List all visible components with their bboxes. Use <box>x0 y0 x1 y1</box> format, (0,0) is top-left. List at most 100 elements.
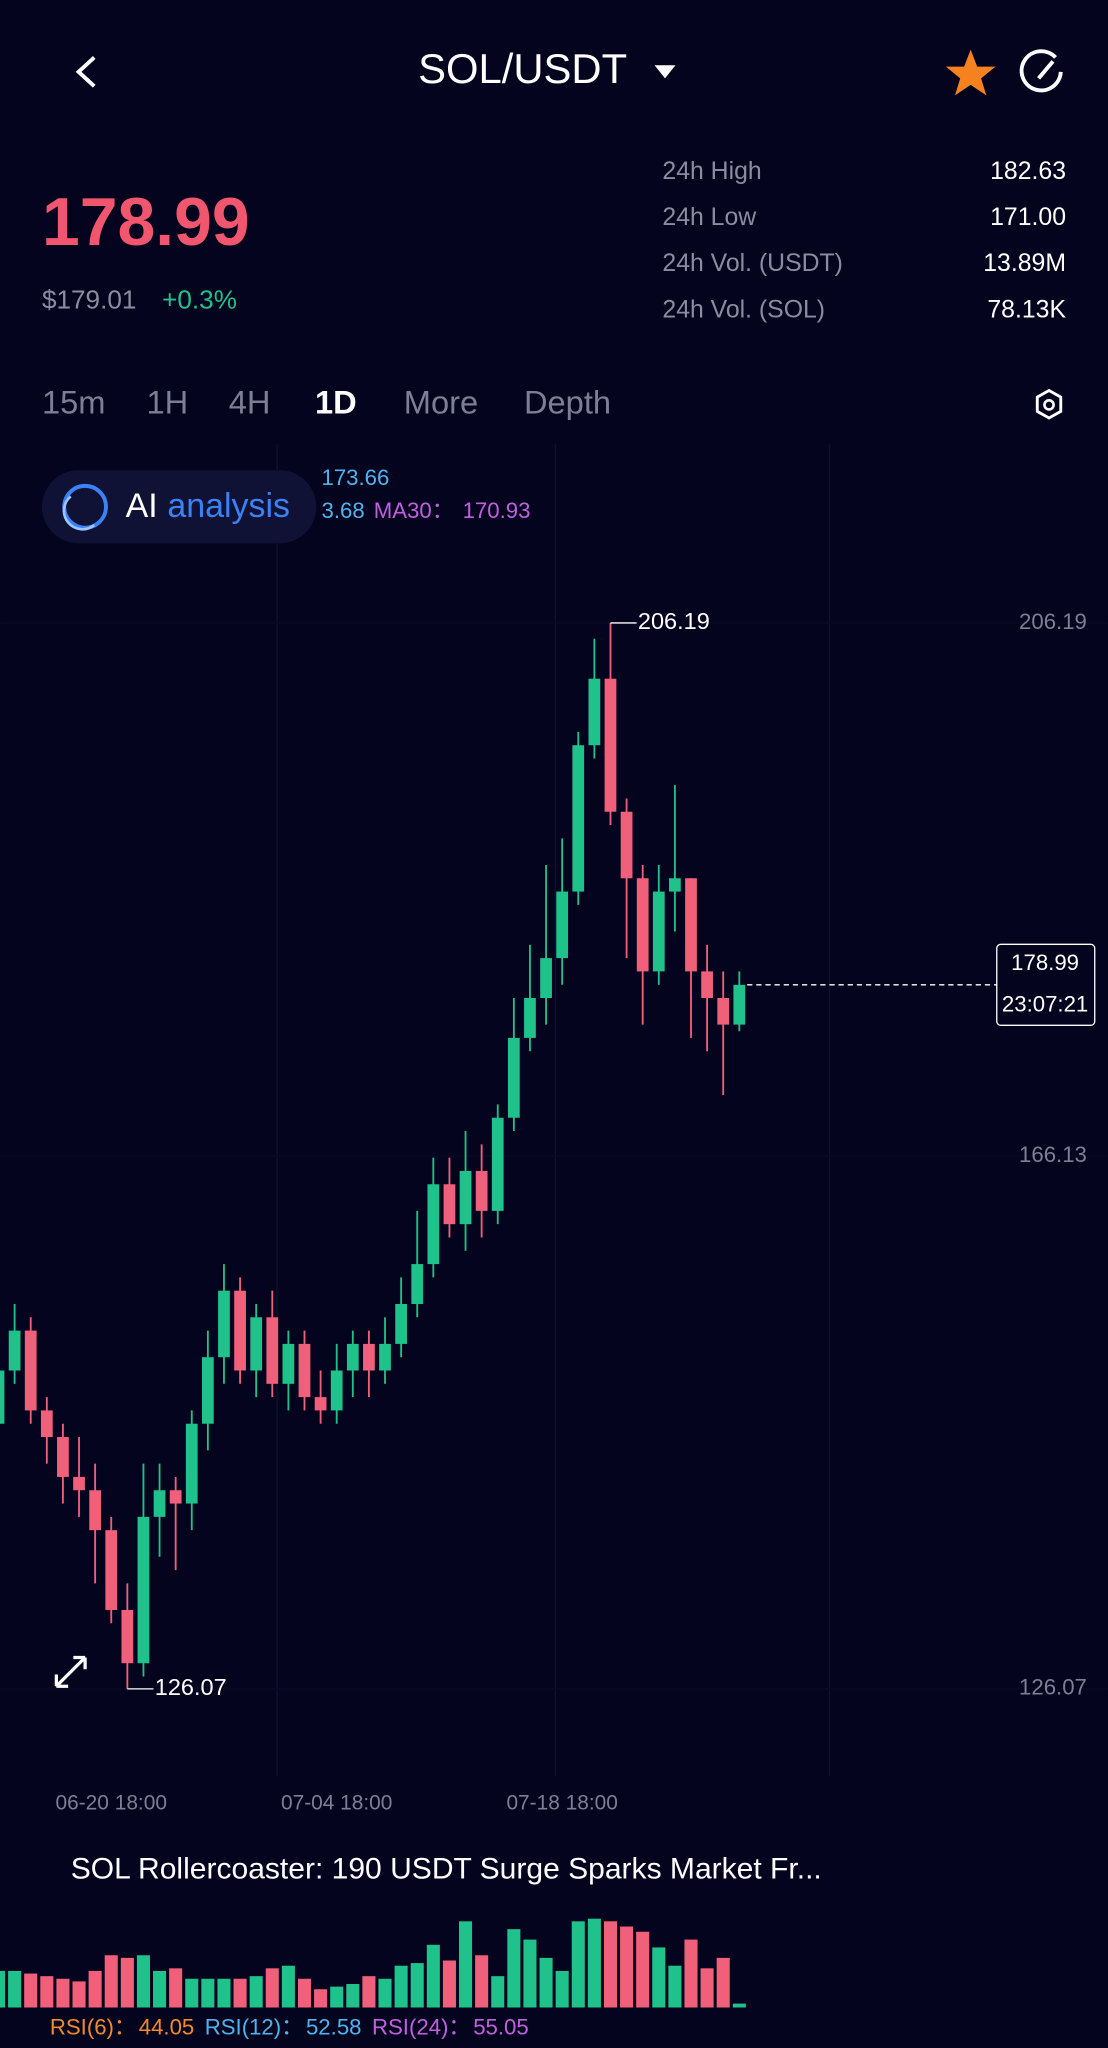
candle-body <box>556 891 569 959</box>
candle-body <box>652 891 665 972</box>
candle-body <box>572 745 585 892</box>
expand-button[interactable] <box>54 1655 87 1688</box>
pair-title[interactable]: SOL/USDT <box>418 45 627 92</box>
volume-bar <box>233 1978 247 2008</box>
ma-legend: MA30： <box>374 498 454 523</box>
candle-body <box>346 1343 359 1371</box>
candle-body <box>137 1516 150 1664</box>
volume-bar <box>475 1955 489 2008</box>
candle-body <box>475 1170 488 1211</box>
candle-body <box>491 1117 504 1211</box>
stat-value: 182.63 <box>990 158 1066 185</box>
stat-value: 171.00 <box>990 204 1066 231</box>
volume-bar <box>716 1957 730 2008</box>
candle-body <box>588 678 601 746</box>
timeframe-tab[interactable]: 1D <box>315 384 357 421</box>
volume-bar <box>88 1970 102 2008</box>
volume-bar <box>169 1968 183 2008</box>
volume-bar <box>136 1955 150 2008</box>
candle-body <box>282 1343 295 1384</box>
low-label: 126.07 <box>155 1674 227 1700</box>
candle-body <box>8 1330 21 1371</box>
x-tick-label: 06-20 18:00 <box>56 1791 167 1814</box>
favorite-star[interactable] <box>945 49 996 96</box>
usd-price: $179.01 <box>42 285 136 315</box>
ai-label: analysis <box>167 487 290 525</box>
timeframe-tab[interactable]: 4H <box>229 384 271 421</box>
volume-bar <box>217 1978 231 2008</box>
candle-body <box>0 1370 5 1424</box>
settings-icon <box>1043 399 1055 411</box>
candle-body <box>443 1184 456 1225</box>
ma-legend: 3.68 <box>322 498 365 523</box>
candle-body <box>89 1490 102 1531</box>
candle-body <box>507 1037 520 1118</box>
candle-body <box>73 1476 85 1491</box>
volume-bar <box>24 1973 38 2008</box>
ai-label: AI <box>126 487 158 525</box>
y-tick-label: 166.13 <box>1019 1142 1087 1167</box>
news-headline[interactable]: SOL Rollercoaster: 190 USDT Surge Sparks… <box>71 1852 822 1885</box>
high-label: 206.19 <box>638 608 710 634</box>
candle-body <box>169 1490 182 1504</box>
y-tick-label: 126.07 <box>1019 1675 1087 1700</box>
timeframe-tab[interactable]: 1H <box>146 384 188 421</box>
candle-body <box>153 1490 166 1517</box>
pair-dropdown[interactable] <box>654 65 676 79</box>
volume-bar <box>652 1947 666 2008</box>
timeframe-tab[interactable]: 15m <box>42 384 106 421</box>
candle-body <box>459 1170 472 1225</box>
volume-bar <box>491 1976 505 2008</box>
candle-body <box>363 1343 375 1371</box>
rsi-label: RSI(24)： <box>372 2014 471 2039</box>
candle-body <box>330 1370 343 1411</box>
ai-analysis-button[interactable]: AI analysis <box>42 470 317 544</box>
candle-body <box>427 1184 440 1265</box>
volume-bar <box>668 1965 682 2008</box>
volume-bar <box>153 1970 167 2008</box>
candle-body <box>40 1410 53 1438</box>
volume-bar <box>442 1960 456 2008</box>
x-tick-label: 07-04 18:00 <box>281 1791 392 1814</box>
settings-button[interactable] <box>1035 388 1063 420</box>
refresh-icon <box>1019 49 1063 93</box>
candle-body <box>185 1423 198 1504</box>
volume-bar <box>378 1978 392 2008</box>
candle-body <box>636 878 649 972</box>
candle-body <box>314 1397 327 1411</box>
volume-bar <box>314 1989 328 2008</box>
stat-label: 24h Vol. (SOL) <box>662 296 825 323</box>
volume-bar <box>603 1921 618 2008</box>
volume-bar <box>8 1970 22 2008</box>
candle-body <box>395 1303 407 1344</box>
timeframe-tab[interactable]: Depth <box>524 384 611 421</box>
rsi-value: 52.58 <box>306 2014 362 2039</box>
refresh-button[interactable] <box>1019 49 1063 93</box>
price-tag-countdown: 23:07:21 <box>1002 992 1088 1017</box>
volume-bar <box>620 1926 634 2008</box>
ai-pill <box>42 470 317 544</box>
last-price: 178.99 <box>42 185 250 260</box>
rsi-label: RSI(12)： <box>205 2014 304 2039</box>
timeframe-tab[interactable]: More <box>404 384 478 421</box>
candle-body <box>266 1317 279 1384</box>
volume-bar <box>684 1939 698 2008</box>
x-tick-label: 07-18 18:00 <box>506 1791 617 1814</box>
candle-body <box>685 878 697 972</box>
volume-bar <box>297 1978 312 2008</box>
rsi-label: RSI(6)： <box>50 2014 136 2039</box>
candle-body <box>717 998 730 1025</box>
candle-body <box>218 1290 230 1358</box>
candle-body <box>234 1290 246 1371</box>
stat-value: 78.13K <box>987 296 1066 323</box>
candle-body <box>701 971 713 999</box>
volume-bar <box>40 1976 54 2008</box>
volume-bar <box>120 1957 134 2008</box>
volume-bar <box>362 1976 376 2008</box>
back-button[interactable] <box>75 56 96 88</box>
volume-bar <box>539 1957 553 2008</box>
rsi-value: 44.05 <box>139 2014 195 2039</box>
candle-body <box>379 1343 391 1371</box>
